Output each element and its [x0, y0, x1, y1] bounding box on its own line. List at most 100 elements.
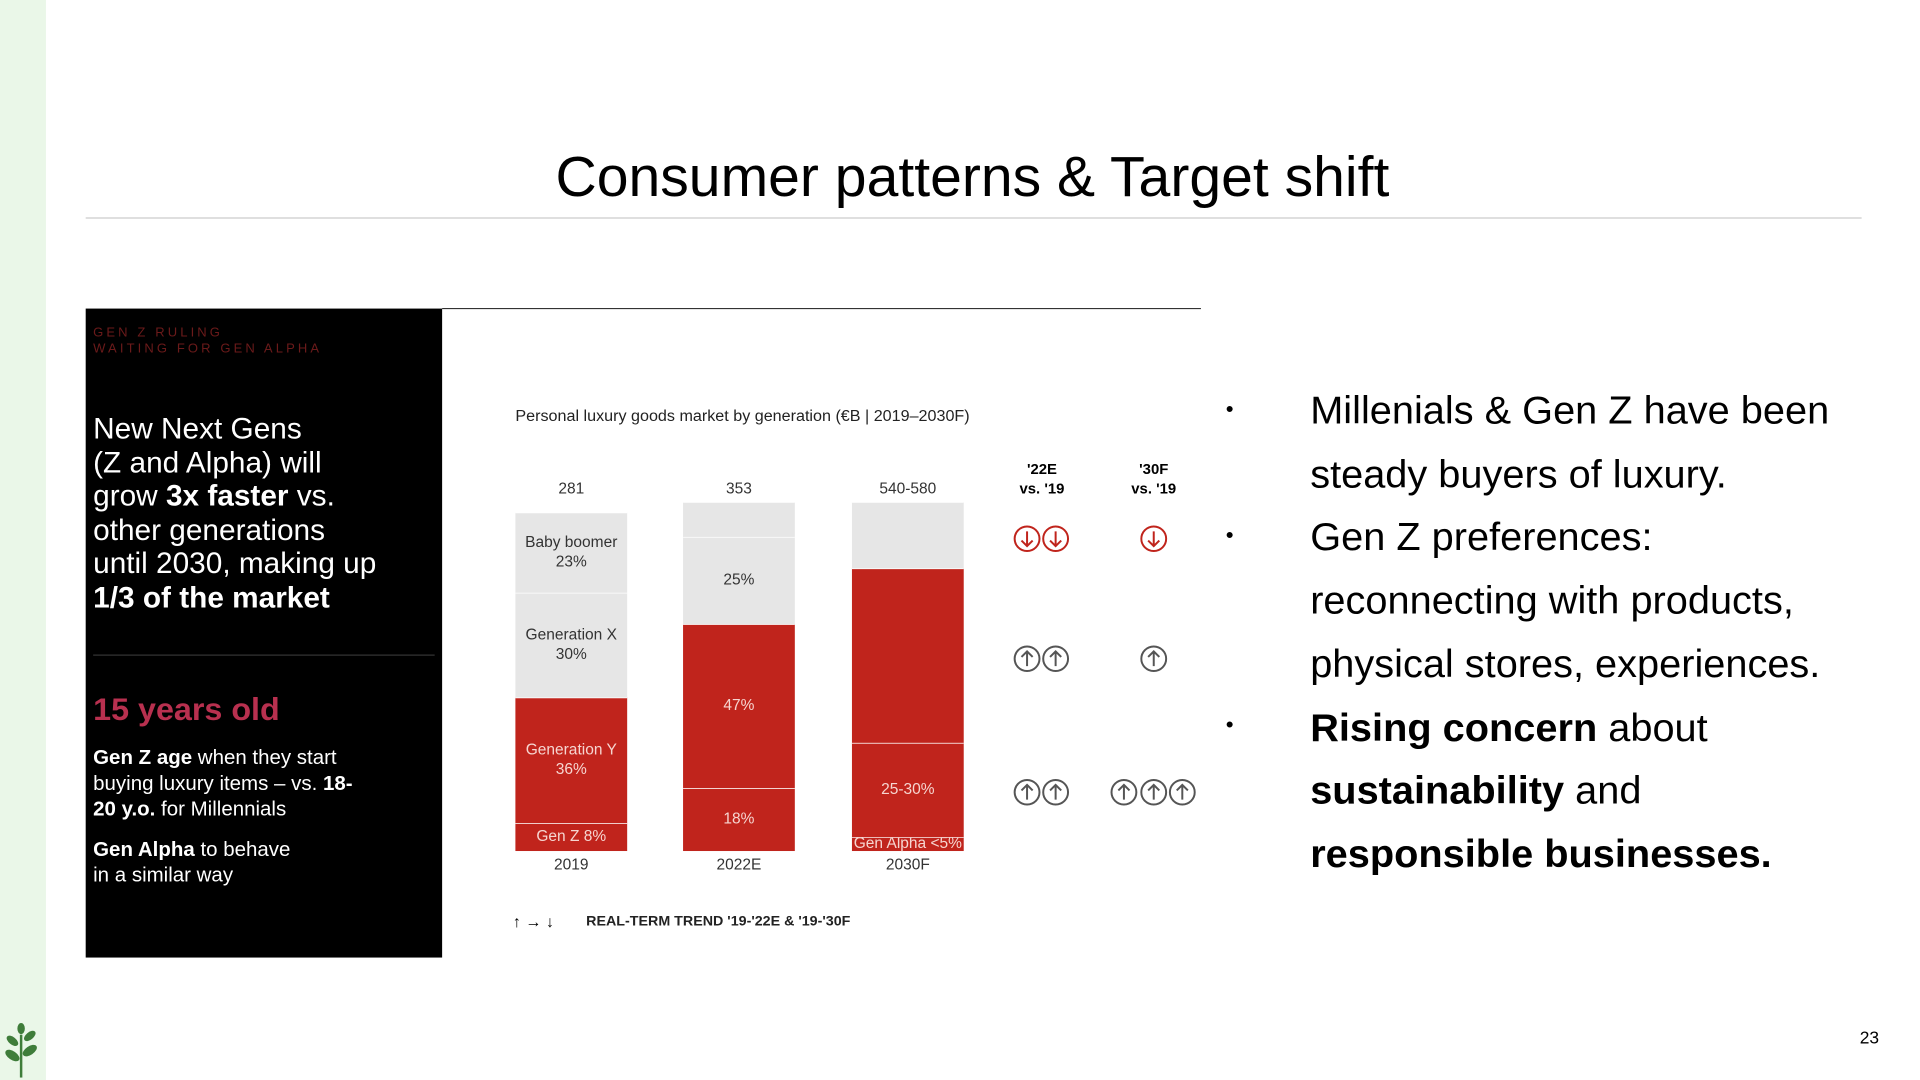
bar-segment: [851, 502, 964, 569]
notes: Gen Z age when they start buying luxury …: [93, 747, 352, 886]
leaf-icon: [5, 1023, 37, 1078]
bar-segment: [851, 568, 964, 743]
run: physical stores, experiences.: [1310, 642, 1820, 686]
run: 20 y.o.: [93, 799, 155, 821]
note-line: Gen Z age when they start: [93, 747, 337, 769]
run: 1/3 of the market: [93, 582, 330, 615]
total-label: 353: [726, 481, 752, 498]
total-label: 281: [558, 481, 584, 498]
arrow-up: [1013, 645, 1041, 673]
kicker-line: GEN Z RULING: [93, 325, 223, 340]
run: steady buyers of luxury.: [1310, 453, 1727, 497]
arrow-up: [1013, 779, 1041, 806]
value-label: <5%: [930, 835, 962, 852]
run: other generations: [93, 514, 325, 547]
bullet-line: Gen Z preferences:: [1310, 515, 1652, 559]
column-headers: '22E vs. '19 '30F vs. '19: [1019, 462, 1176, 497]
bullet-line: Rising concern about: [1310, 706, 1708, 750]
run: Gen Z age: [93, 747, 192, 769]
run: reconnecting with products,: [1310, 579, 1794, 623]
run: when they start: [192, 747, 337, 769]
column-header: vs. '19: [1131, 482, 1176, 498]
run: 3x faster: [166, 480, 289, 513]
value-label: 36%: [556, 761, 587, 778]
bullets: • Millenials & Gen Z have been steady bu…: [1226, 389, 1829, 876]
category-label: 2022E: [717, 856, 762, 873]
bar-segment: [515, 592, 628, 698]
value-label: 25-30%: [881, 781, 935, 798]
segment-label: Gen Alpha <5%: [854, 835, 963, 852]
kicker-line: WAITING FOR GEN ALPHA: [93, 341, 322, 356]
headline-line: until 2030, making up: [93, 547, 376, 580]
bullet-dot: •: [1226, 712, 1234, 737]
legend-note: REAL-TERM TREND '19-'22E & '19-'30F: [586, 914, 851, 930]
bar-segment: [683, 536, 795, 625]
bullet-line: steady buyers of luxury.: [1310, 453, 1727, 497]
bullet-line: physical stores, experiences.: [1310, 642, 1820, 686]
run: sustainability: [1310, 769, 1564, 813]
run: Millenials & Gen Z have been: [1310, 389, 1829, 433]
bar-segment: [515, 697, 628, 824]
bar-segment: [683, 624, 795, 789]
run: buying luxury items – vs.: [93, 773, 323, 795]
segment-label: Gen Z 8%: [536, 828, 606, 845]
arrow-up: [1140, 779, 1168, 806]
arrow-down: [1140, 525, 1168, 553]
panel: [85, 308, 443, 958]
slide-title: Consumer patterns & Target shift: [555, 146, 1389, 209]
value-label: 47%: [723, 697, 754, 714]
stacked-bars: 281 2019 Gen Z 8% Generation Y 36% Generation…: [515, 481, 964, 873]
headline-line: other generations: [93, 514, 325, 547]
headline-line: New Next Gens: [93, 413, 302, 446]
series-name: Generation Y: [526, 742, 617, 759]
page-number: 23: [1860, 1027, 1879, 1047]
series-name: Generation X: [526, 626, 617, 643]
run: until 2030, making up: [93, 547, 376, 580]
run: for Millennials: [155, 799, 286, 821]
note-line: 20 y.o. for Millennials: [93, 799, 286, 821]
arrow-down: [1013, 525, 1041, 553]
run: New Next Gens: [93, 413, 302, 446]
headline: New Next Gens (Z and Alpha) will grow 3x…: [93, 413, 376, 615]
note-line: Gen Alpha to behave: [93, 839, 290, 861]
value-label: 30%: [556, 646, 587, 663]
bar-segment: [851, 837, 964, 852]
category-label: 2019: [554, 856, 589, 873]
bar-segment: [683, 788, 795, 852]
headline-line: (Z and Alpha) will: [93, 447, 321, 480]
run: vs.: [289, 480, 335, 513]
run: 18-: [323, 773, 353, 795]
run: responsible businesses.: [1310, 832, 1772, 876]
note-line: in a similar way: [93, 865, 234, 887]
run: grow: [93, 480, 166, 513]
value-label: 18%: [723, 811, 754, 828]
side-strip: [0, 0, 46, 1080]
bullet-line: Millenials & Gen Z have been: [1310, 389, 1829, 433]
run: Rising concern: [1310, 706, 1597, 750]
series-name: Baby boomer: [525, 534, 617, 551]
headline-line: grow 3x faster vs.: [93, 480, 335, 513]
bar-segment: [683, 502, 795, 537]
arrow-up: [1110, 779, 1138, 806]
stat: 15 years old: [93, 691, 280, 727]
run: and: [1564, 769, 1641, 813]
value-label: 8%: [584, 828, 607, 845]
headline-line: 1/3 of the market: [93, 582, 330, 615]
value-label: 25%: [723, 572, 754, 589]
bullet-dot: •: [1226, 396, 1234, 421]
total-label: 540-580: [879, 481, 936, 498]
bar-segment: [515, 512, 628, 593]
run: Gen Z preferences:: [1310, 515, 1652, 559]
bullet-dot: •: [1226, 523, 1234, 548]
bullet-line: responsible businesses.: [1310, 832, 1772, 876]
run: to behave: [195, 839, 291, 861]
arrow-up: [1168, 779, 1196, 806]
arrow-up: [1042, 779, 1070, 806]
arrow-up: [1140, 645, 1168, 673]
run: Gen Alpha: [93, 839, 195, 861]
arrow-up: [1042, 645, 1070, 673]
column-header: '30F: [1139, 462, 1168, 478]
column-header: '22E: [1027, 462, 1057, 478]
